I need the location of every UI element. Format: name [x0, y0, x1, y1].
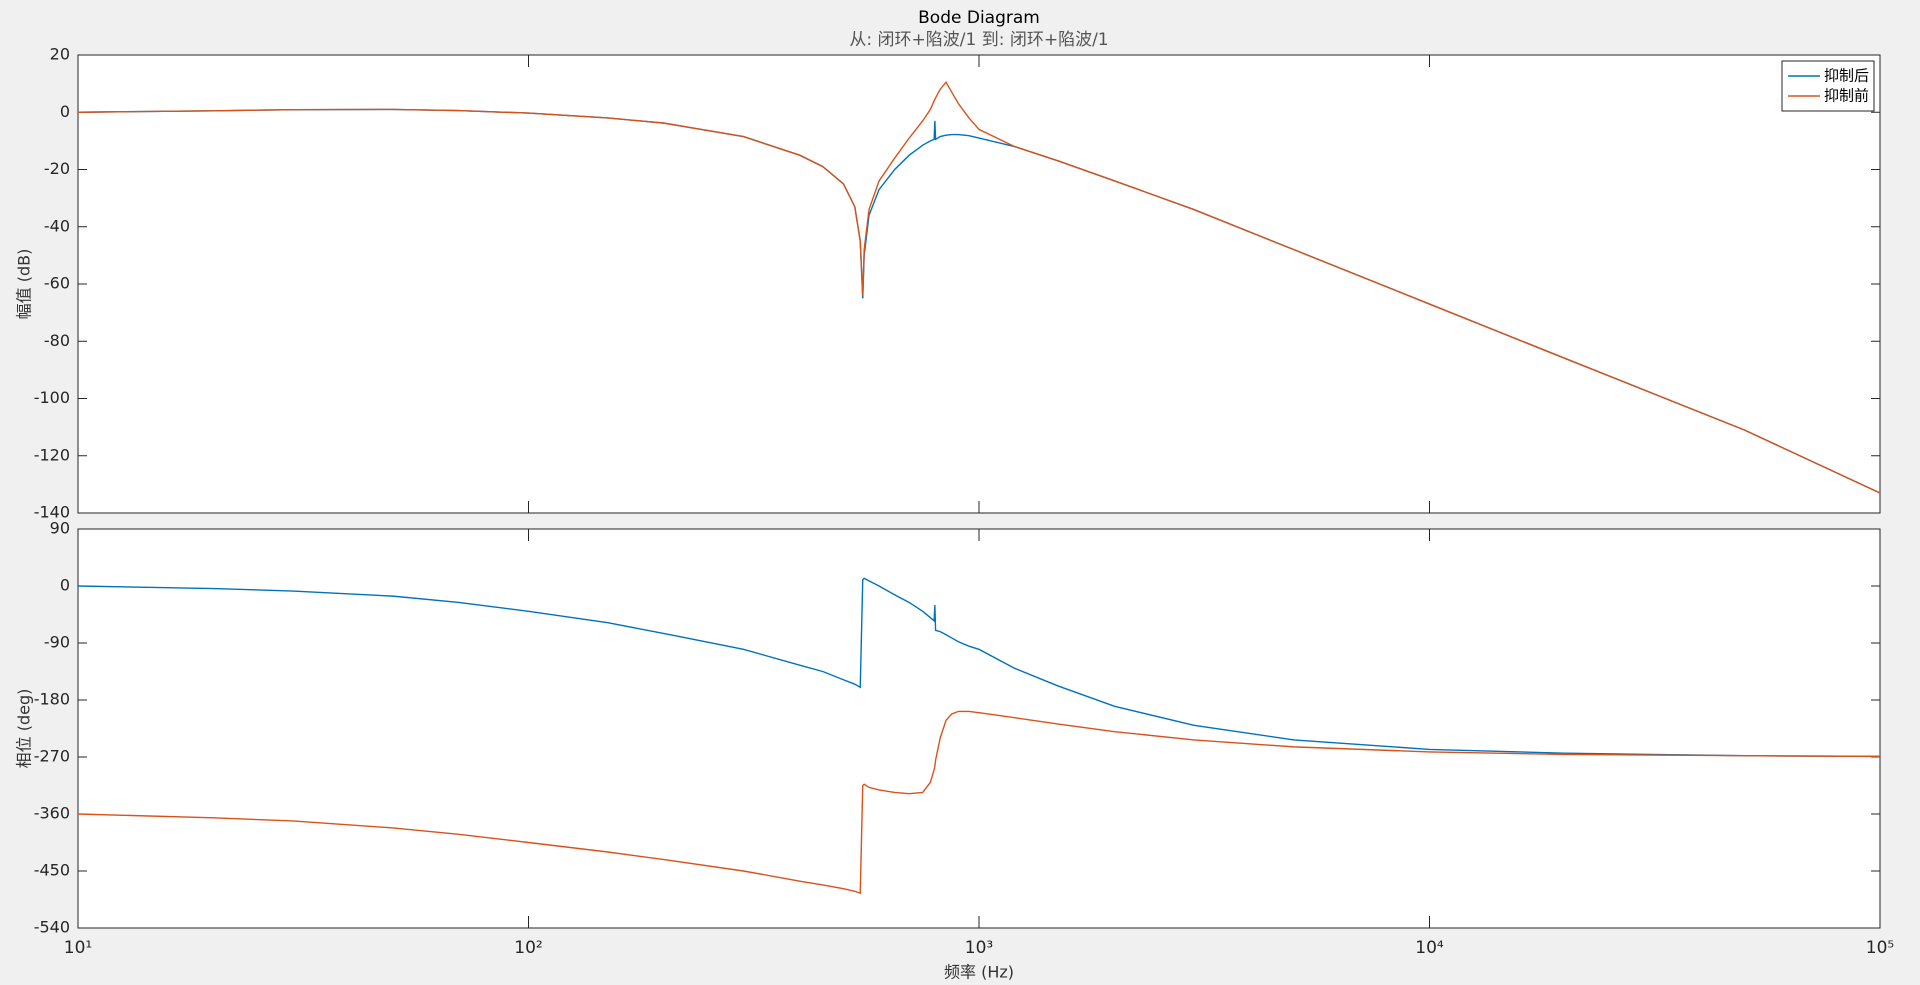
y-tick-label: -100	[34, 388, 70, 407]
y-tick-label: -80	[44, 331, 70, 350]
y-tick-label: -270	[34, 747, 70, 766]
y-axis-label: 幅值 (dB)	[15, 249, 34, 320]
x-tick-label: 10¹	[64, 938, 92, 958]
y-tick-label: -40	[44, 216, 70, 235]
axes-box	[77, 528, 1881, 929]
x-tick-label: 10³	[965, 938, 993, 958]
y-tick-label: 90	[50, 519, 70, 538]
y-tick-label: -60	[44, 274, 70, 293]
y-tick-label: -20	[44, 159, 70, 178]
y-tick-label: -450	[34, 861, 70, 880]
legend-label: 抑制后	[1824, 67, 1869, 85]
y-tick-label: -120	[34, 445, 70, 464]
y-tick-label: -180	[34, 690, 70, 709]
y-tick-label: 0	[60, 576, 70, 595]
plot-area	[78, 55, 1880, 513]
x-tick-label: 10⁴	[1415, 938, 1444, 958]
series-line	[78, 577, 1880, 758]
axes-box	[77, 54, 1881, 514]
legend-box	[1781, 60, 1875, 112]
x-tick-label: 10²	[514, 938, 542, 958]
y-tick-label: 20	[50, 45, 70, 64]
y-tick-label: -360	[34, 804, 70, 823]
legend-label: 抑制前	[1824, 87, 1869, 105]
y-tick-label: -90	[44, 633, 70, 652]
x-tick-label: 10⁵	[1866, 938, 1894, 958]
chart-subtitle: 从: 闭环+陷波/1 到: 闭环+陷波/1	[849, 30, 1108, 50]
y-axis-label: 相位 (deg)	[15, 689, 34, 769]
series-line	[78, 710, 1880, 895]
y-tick-label: 0	[60, 102, 70, 121]
series-line	[78, 80, 1880, 494]
y-tick-label: -140	[34, 503, 70, 522]
x-axis-label: 频率 (Hz)	[944, 963, 1014, 982]
y-tick-label: -540	[34, 918, 70, 937]
chart-title: Bode Diagram	[918, 8, 1040, 28]
plot-area	[78, 529, 1880, 928]
